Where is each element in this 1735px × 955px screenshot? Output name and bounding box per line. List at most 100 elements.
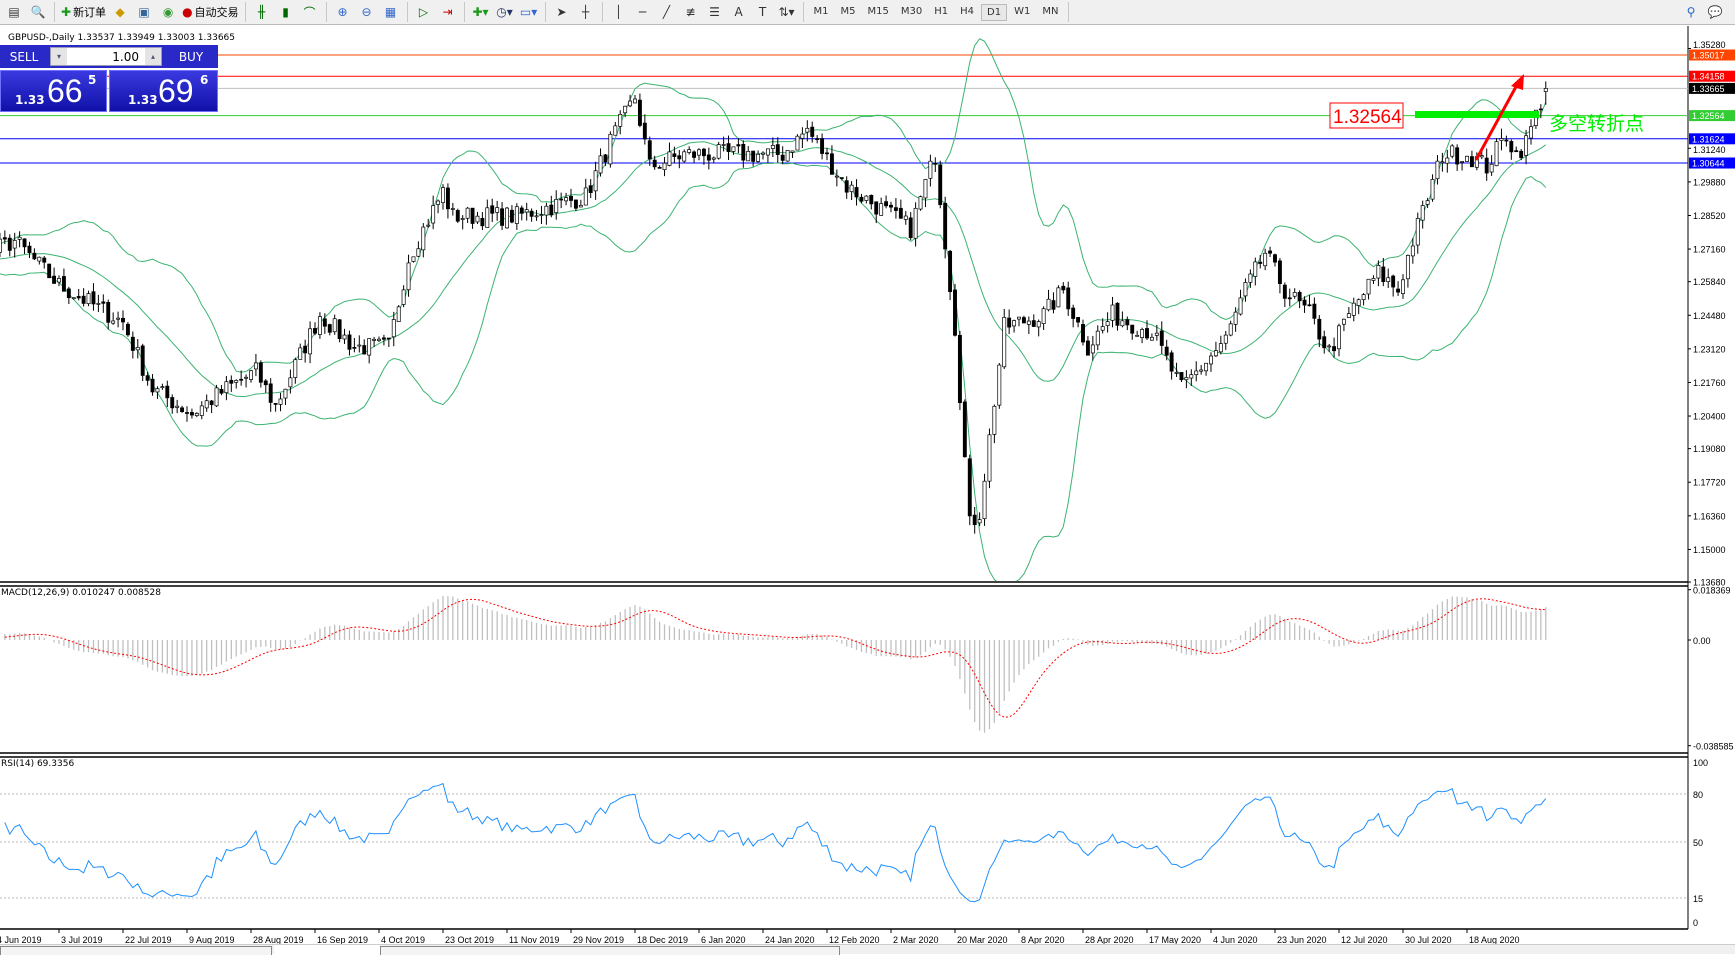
candle <box>27 241 32 259</box>
horizontal-line-icon[interactable]: ─ <box>638 5 647 19</box>
candle <box>751 150 756 167</box>
candle <box>721 136 726 152</box>
chart-tab[interactable] <box>0 946 272 955</box>
lot-value[interactable]: 1.00 <box>112 49 139 64</box>
bollinger-middle <box>0 141 1547 398</box>
text-icon[interactable]: A <box>734 5 743 19</box>
candle <box>52 267 57 284</box>
zoom-out-icon[interactable]: ⊖ <box>361 5 372 19</box>
candle <box>1509 139 1514 160</box>
bar-chart-icon[interactable]: ╫ <box>257 5 266 19</box>
chart-tab-active[interactable] <box>274 945 380 955</box>
candle-body <box>913 207 918 239</box>
candle <box>1213 341 1218 358</box>
text-label-icon[interactable]: T <box>758 5 767 19</box>
candle <box>121 310 125 331</box>
timeframe-w1[interactable]: W1 <box>1014 5 1031 17</box>
date-axis-label: 18 Aug 2020 <box>1469 935 1520 944</box>
gold-bars-icon[interactable]: ◆ <box>115 5 125 19</box>
sell-button[interactable]: SELL <box>0 45 48 68</box>
new-order-button[interactable]: ✚ 新订单 <box>61 2 106 22</box>
candle-body <box>1154 332 1159 336</box>
timeframe-m15[interactable]: M15 <box>867 5 889 17</box>
auto-scroll-icon[interactable]: ▷ <box>418 5 429 19</box>
timeframe-m5[interactable]: M5 <box>840 5 856 17</box>
price-axis-label: 1.31240 <box>1693 145 1726 155</box>
candle-body <box>244 376 249 379</box>
buy-button[interactable]: BUY <box>164 45 218 68</box>
timeframe-m30[interactable]: M30 <box>900 5 923 17</box>
candle-body <box>234 380 239 383</box>
candle <box>450 202 455 216</box>
candle <box>441 184 445 210</box>
cursor-icon[interactable]: ➤ <box>556 5 567 19</box>
candle-body <box>692 151 697 158</box>
chart-shift-icon[interactable]: ⇥ <box>442 5 453 19</box>
candle-body <box>677 155 682 160</box>
date-axis-label: 12 Jul 2020 <box>1341 935 1388 944</box>
candle <box>1135 330 1140 337</box>
candle-body <box>864 195 869 201</box>
candle-body <box>918 196 923 210</box>
buy-price-prefix: 1.33 <box>128 93 158 107</box>
indicators-icon[interactable]: ✚▾ <box>472 5 489 19</box>
zoom-in-icon[interactable]: ⊕ <box>337 5 348 19</box>
lot-increase-button[interactable]: ▴ <box>145 48 161 65</box>
candle-body <box>1302 299 1307 306</box>
timeframe-m1[interactable]: M1 <box>813 5 829 17</box>
candle-body <box>1218 343 1223 353</box>
candle-body <box>130 336 135 351</box>
trendline-icon[interactable]: ╱ <box>662 5 671 19</box>
candle <box>362 339 367 355</box>
candle <box>1051 292 1056 314</box>
chart-area[interactable]: 1.350171.341581.336651.325641.316241.306… <box>0 26 1735 944</box>
candle-body <box>761 152 765 155</box>
history-icon[interactable]: ▣ <box>138 5 150 19</box>
crosshair-icon[interactable]: ┼ <box>581 5 590 19</box>
line-chart-icon[interactable]: ⌒ <box>303 5 316 20</box>
timeframe-mn[interactable]: MN <box>1042 5 1059 17</box>
equidistant-channel-icon[interactable]: ≢ <box>685 5 696 19</box>
timeframe-h4[interactable]: H4 <box>960 5 975 17</box>
templates-icon[interactable]: ▭▾ <box>519 5 538 19</box>
candle <box>1455 144 1460 171</box>
buy-price-fraction: 6 <box>200 73 209 87</box>
price-axis-label: 1.23120 <box>1693 344 1726 354</box>
candle-body <box>1164 346 1169 356</box>
candle-body <box>810 126 815 137</box>
vertical-line-icon[interactable]: │ <box>614 5 623 19</box>
timeframe-h1[interactable]: H1 <box>934 5 949 17</box>
candle <box>1199 364 1204 375</box>
candlestick-icon[interactable]: ▮ <box>282 5 289 19</box>
candle <box>756 150 761 164</box>
auto-trading-button[interactable]: ● 自动交易 <box>182 2 238 22</box>
periods-icon[interactable]: ◷▾ <box>496 5 513 19</box>
candle <box>1090 336 1095 361</box>
lot-size-input[interactable]: ▾ 1.00 ▴ <box>50 47 162 66</box>
fibonacci-icon[interactable]: ☰ <box>709 5 720 19</box>
candle <box>22 238 27 255</box>
candle <box>170 394 175 414</box>
candle <box>1218 335 1223 355</box>
market-watch-icon[interactable]: 🔍 <box>30 5 46 19</box>
candle-body <box>401 289 406 305</box>
candle-body <box>549 204 554 216</box>
sell-price-button[interactable]: 1.33 66 5 <box>0 70 107 112</box>
arrows-icon[interactable]: ⇅▾ <box>778 5 795 19</box>
chat-icon[interactable]: 💬 <box>1707 5 1723 19</box>
signal-icon[interactable]: ◉ <box>162 5 174 19</box>
candle <box>1145 320 1149 341</box>
candle <box>1085 336 1090 356</box>
candle <box>854 179 859 206</box>
tile-windows-icon[interactable]: ▦ <box>384 5 397 19</box>
lot-decrease-button[interactable]: ▾ <box>51 48 67 65</box>
price-tag-label: 1.31624 <box>1692 134 1725 144</box>
timeframe-d1[interactable]: D1 <box>981 3 1008 21</box>
chart-tab[interactable] <box>380 946 840 955</box>
candle <box>106 299 111 330</box>
candle <box>0 232 2 257</box>
buy-price-button[interactable]: 1.33 69 6 <box>109 70 218 112</box>
chart-window-icon[interactable]: ▤ <box>8 5 20 19</box>
search-icon[interactable]: ⚲ <box>1686 5 1696 19</box>
candle-body <box>71 297 76 300</box>
